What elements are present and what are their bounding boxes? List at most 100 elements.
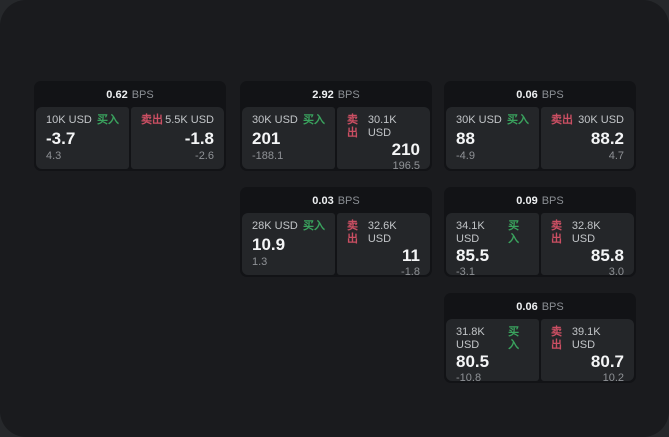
spread-value: 0.03: [312, 195, 334, 207]
spread-unit: BPS: [541, 195, 564, 207]
buy-side-label: 买入: [97, 114, 119, 126]
spread-unit: BPS: [337, 89, 360, 101]
spread-header: 0.06 BPS: [446, 83, 634, 107]
spread-header: 0.62 BPS: [36, 83, 224, 107]
sell-panel[interactable]: 卖出 30K USD 88.2 4.7: [541, 107, 634, 169]
spread-unit: BPS: [131, 89, 154, 101]
buy-delta: -10.8: [456, 372, 482, 384]
sell-delta: -1.8: [401, 266, 420, 278]
quote-panels: 28K USD 买入 10.9 1.3 卖出 32.6K USD 11 -1.8: [242, 213, 430, 278]
spread-value: 0.06: [516, 301, 538, 313]
buy-panel-header: 31.8K USD 买入: [456, 326, 529, 352]
buy-price: -3.7: [46, 128, 76, 148]
buy-delta: -3.1: [456, 266, 475, 278]
quote-card: 0.09 BPS 34.1K USD 买入 85.5 -3.1 卖出 32.8K…: [444, 187, 636, 278]
spread-unit: BPS: [337, 195, 360, 207]
quote-card: 0.03 BPS 28K USD 买入 10.9 1.3 卖出 32.6K US…: [240, 187, 432, 278]
sell-price: 85.8: [590, 246, 624, 265]
buy-delta: -4.9: [456, 150, 475, 162]
spread-value: 0.62: [106, 89, 128, 101]
quote-panels: 30K USD 买入 88 -4.9 卖出 30K USD 88.2 4.7: [446, 107, 634, 169]
sell-side-label: 卖出: [141, 114, 163, 126]
buy-panel[interactable]: 10K USD 买入 -3.7 4.3: [36, 107, 129, 169]
sell-panel-header: 卖出 39.1K USD: [551, 326, 624, 352]
buy-delta: 4.3: [46, 150, 62, 162]
spread-header: 0.03 BPS: [242, 189, 430, 213]
spread-value: 0.06: [516, 89, 538, 101]
buy-side-label: 买入: [303, 220, 325, 232]
buy-price: 80.5: [456, 352, 490, 371]
buy-panel-header: 30K USD 买入: [456, 114, 529, 127]
quote-card: 2.92 BPS 30K USD 买入 201 -188.1 卖出 30.1K …: [240, 81, 432, 172]
buy-panel[interactable]: 31.8K USD 买入 80.5 -10.8: [446, 319, 539, 384]
spread-value: 0.09: [516, 195, 538, 207]
buy-price: 10.9: [252, 234, 286, 254]
buy-panel[interactable]: 28K USD 买入 10.9 1.3: [242, 213, 335, 275]
sell-delta: -2.6: [195, 150, 214, 162]
buy-panel-header: 30K USD 买入: [252, 114, 325, 127]
sell-side-label: 卖出: [551, 326, 562, 351]
buy-size-label: 10K USD: [46, 114, 92, 126]
buy-delta: -188.1: [252, 150, 284, 162]
sell-size-label: 30.1K USD: [367, 114, 397, 139]
spread-header: 2.92 BPS: [242, 83, 430, 107]
sell-price: 80.7: [590, 352, 624, 371]
sell-price: 11: [402, 246, 420, 265]
sell-panel[interactable]: 卖出 39.1K USD 80.7 10.2: [541, 319, 634, 384]
spread-unit: BPS: [541, 89, 564, 101]
buy-size-label: 30K USD: [456, 114, 502, 126]
buy-panel[interactable]: 30K USD 买入 88 -4.9: [446, 107, 539, 169]
quote-panels: 30K USD 买入 201 -188.1 卖出 30.1K USD 210 1…: [242, 107, 430, 172]
sell-panel-header: 卖出 32.8K USD: [551, 220, 624, 246]
buy-size-label: 30K USD: [252, 114, 298, 126]
sell-panel-header: 卖出 30.1K USD: [347, 114, 420, 140]
buy-size-label: 28K USD: [252, 220, 298, 232]
sell-delta: 196.5: [392, 160, 420, 172]
sell-side-label: 卖出: [551, 114, 573, 126]
quote-card: 0.62 BPS 10K USD 买入 -3.7 4.3 卖出 5.5K USD…: [34, 81, 226, 171]
buy-panel[interactable]: 30K USD 买入 201 -188.1: [242, 107, 335, 169]
sell-size-label: 32.6K USD: [367, 220, 397, 245]
spread-value: 2.92: [312, 89, 334, 101]
sell-panel-header: 卖出 5.5K USD: [141, 114, 214, 127]
sell-panel-header: 卖出 32.6K USD: [347, 220, 420, 246]
buy-side-label: 买入: [508, 326, 520, 351]
buy-price: 88: [456, 128, 475, 148]
buy-size-label: 34.1K USD: [456, 220, 485, 245]
spread-header: 0.09 BPS: [446, 189, 634, 213]
buy-side-label: 买入: [303, 114, 325, 126]
quote-card: 0.06 BPS 31.8K USD 买入 80.5 -10.8 卖出 39.1…: [444, 293, 636, 384]
buy-side-label: 买入: [507, 114, 529, 126]
quote-panels: 34.1K USD 买入 85.5 -3.1 卖出 32.8K USD 85.8…: [446, 213, 634, 278]
buy-price: 201: [252, 128, 281, 148]
sell-panel[interactable]: 卖出 5.5K USD -1.8 -2.6: [131, 107, 224, 169]
sell-size-label: 30K USD: [578, 114, 624, 126]
buy-panel[interactable]: 34.1K USD 买入 85.5 -3.1: [446, 213, 539, 278]
sell-price: -1.8: [184, 128, 214, 148]
sell-size-label: 39.1K USD: [571, 326, 601, 351]
sell-price: 210: [391, 140, 420, 159]
quote-card: 0.06 BPS 30K USD 买入 88 -4.9 卖出 30K USD 8…: [444, 81, 636, 171]
sell-panel[interactable]: 卖出 32.8K USD 85.8 3.0: [541, 213, 634, 278]
quote-panels: 10K USD 买入 -3.7 4.3 卖出 5.5K USD -1.8 -2.…: [36, 107, 224, 169]
sell-side-label: 卖出: [551, 220, 562, 245]
buy-price: 85.5: [456, 246, 490, 265]
buy-size-label: 31.8K USD: [456, 326, 485, 351]
sell-delta: 4.7: [608, 150, 624, 162]
sell-panel[interactable]: 卖出 32.6K USD 11 -1.8: [337, 213, 430, 278]
buy-panel-header: 28K USD 买入: [252, 220, 325, 233]
spread-header: 0.06 BPS: [446, 295, 634, 319]
quote-panels: 31.8K USD 买入 80.5 -10.8 卖出 39.1K USD 80.…: [446, 319, 634, 384]
spread-unit: BPS: [541, 301, 564, 313]
buy-panel-header: 34.1K USD 买入: [456, 220, 529, 246]
sell-side-label: 卖出: [347, 220, 358, 245]
sell-delta: 3.0: [608, 266, 624, 278]
buy-panel-header: 10K USD 买入: [46, 114, 119, 127]
buy-side-label: 买入: [508, 220, 520, 245]
sell-size-label: 32.8K USD: [571, 220, 601, 245]
sell-delta: 10.2: [602, 372, 624, 384]
sell-panel[interactable]: 卖出 30.1K USD 210 196.5: [337, 107, 430, 172]
buy-delta: 1.3: [252, 256, 268, 268]
sell-panel-header: 卖出 30K USD: [551, 114, 624, 127]
